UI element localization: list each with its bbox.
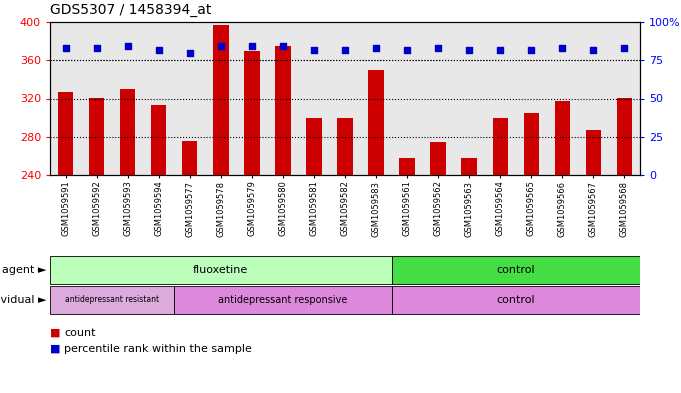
Bar xyxy=(275,46,291,175)
Point xyxy=(370,45,381,51)
Bar xyxy=(392,286,640,314)
Bar xyxy=(182,141,197,175)
Bar xyxy=(174,286,392,314)
Bar xyxy=(399,158,415,175)
Point xyxy=(122,43,133,50)
Bar xyxy=(143,22,174,175)
Bar xyxy=(50,22,81,175)
Bar xyxy=(298,22,330,175)
Bar xyxy=(112,22,143,175)
Bar xyxy=(306,118,321,175)
Bar xyxy=(368,70,384,175)
Bar xyxy=(423,22,454,175)
Bar xyxy=(547,22,578,175)
Text: GDS5307 / 1458394_at: GDS5307 / 1458394_at xyxy=(50,3,211,17)
Point xyxy=(215,43,226,50)
Point xyxy=(495,46,506,53)
Bar xyxy=(151,105,166,175)
Point xyxy=(432,45,443,51)
Text: agent ►: agent ► xyxy=(2,265,46,275)
Text: ■: ■ xyxy=(50,328,61,338)
Point xyxy=(588,46,599,53)
Point xyxy=(91,45,102,51)
Bar xyxy=(120,89,136,175)
Text: control: control xyxy=(496,265,535,275)
Bar xyxy=(516,22,547,175)
Point xyxy=(247,43,257,50)
Bar xyxy=(244,51,259,175)
Bar xyxy=(330,22,360,175)
Bar xyxy=(58,92,74,175)
Bar xyxy=(617,97,632,175)
Bar xyxy=(392,22,423,175)
Bar xyxy=(360,22,392,175)
Bar xyxy=(609,22,640,175)
Bar xyxy=(205,22,236,175)
Bar xyxy=(554,101,570,175)
Text: individual ►: individual ► xyxy=(0,295,46,305)
Bar xyxy=(578,22,609,175)
Bar xyxy=(454,22,485,175)
Point xyxy=(526,46,537,53)
Bar xyxy=(337,118,353,175)
Bar xyxy=(392,255,640,285)
Point xyxy=(185,50,195,56)
Bar xyxy=(485,22,516,175)
Point xyxy=(60,45,71,51)
Bar xyxy=(50,286,174,314)
Bar xyxy=(89,97,104,175)
Bar xyxy=(81,22,112,175)
Bar xyxy=(50,255,392,285)
Bar xyxy=(236,22,268,175)
Text: fluoxetine: fluoxetine xyxy=(193,265,249,275)
Bar xyxy=(268,22,298,175)
Text: count: count xyxy=(65,328,96,338)
Point xyxy=(619,45,630,51)
Point xyxy=(308,46,319,53)
Bar xyxy=(430,141,446,175)
Text: ■: ■ xyxy=(50,344,61,354)
Bar xyxy=(492,118,508,175)
Point xyxy=(464,46,475,53)
Text: antidepressant responsive: antidepressant responsive xyxy=(218,295,347,305)
Text: antidepressant resistant: antidepressant resistant xyxy=(65,296,159,305)
Point xyxy=(402,46,413,53)
Bar xyxy=(524,113,539,175)
Point xyxy=(557,45,568,51)
Point xyxy=(277,43,288,50)
Text: control: control xyxy=(496,295,535,305)
Bar xyxy=(213,25,229,175)
Bar xyxy=(174,22,205,175)
Point xyxy=(153,46,164,53)
Bar xyxy=(586,130,601,175)
Point xyxy=(340,46,351,53)
Text: percentile rank within the sample: percentile rank within the sample xyxy=(65,344,252,354)
Bar xyxy=(462,158,477,175)
